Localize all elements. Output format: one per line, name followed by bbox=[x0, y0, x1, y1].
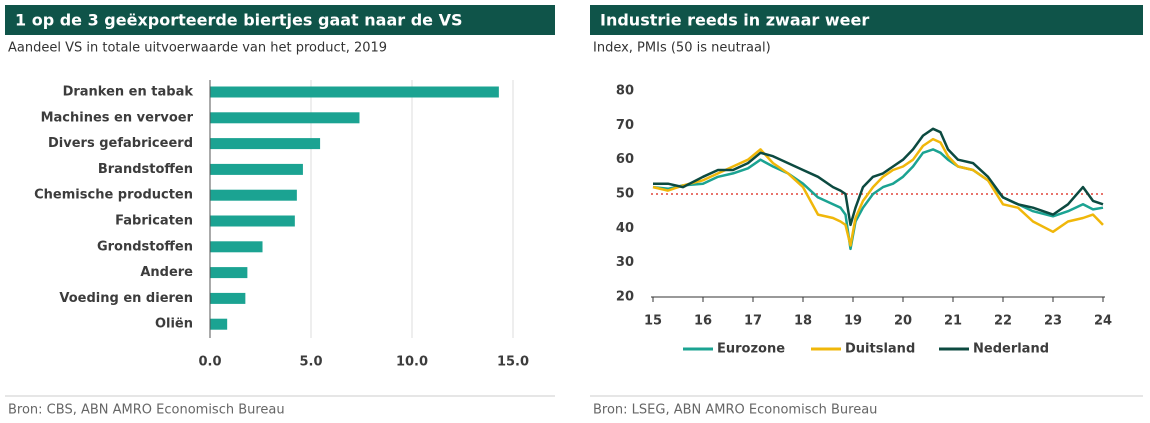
x-tick-label: 21 bbox=[944, 314, 962, 329]
y-tick-label: 60 bbox=[616, 152, 634, 167]
series-line bbox=[652, 148, 1104, 251]
x-tick-label: 5.0 bbox=[299, 355, 322, 370]
title-bar bbox=[590, 5, 1143, 35]
bar bbox=[210, 138, 321, 150]
category-label: Fabricaten bbox=[115, 214, 193, 229]
x-tick-label: 24 bbox=[1094, 314, 1112, 329]
y-tick-label: 40 bbox=[616, 221, 634, 236]
chart-subtitle: Index, PMIs (50 is neutraal) bbox=[593, 41, 771, 56]
bar bbox=[210, 241, 263, 253]
series-line bbox=[652, 137, 1104, 247]
chart-title: Industrie reeds in zwaar weer bbox=[600, 11, 869, 30]
category-label: Grondstoffen bbox=[97, 239, 193, 254]
bar bbox=[210, 112, 360, 124]
legend-label: Nederland bbox=[973, 342, 1049, 357]
y-tick-label: 30 bbox=[616, 255, 634, 270]
x-tick-label: 15 bbox=[644, 314, 662, 329]
source: Bron: CBS, ABN AMRO Economisch Bureau bbox=[8, 403, 285, 418]
bar bbox=[210, 318, 228, 330]
title-bar bbox=[5, 5, 555, 35]
y-tick-label: 50 bbox=[616, 187, 634, 202]
x-tick-label: 16 bbox=[694, 314, 712, 329]
x-tick-label: 20 bbox=[894, 314, 912, 329]
bar bbox=[210, 267, 248, 279]
chart-subtitle: Aandeel VS in totale uitvoerwaarde van h… bbox=[8, 41, 387, 56]
category-label: Dranken en tabak bbox=[63, 85, 194, 100]
series-line bbox=[653, 127, 1104, 227]
x-tick-label: 17 bbox=[744, 314, 762, 329]
y-tick-label: 20 bbox=[616, 290, 634, 305]
category-label: Brandstoffen bbox=[98, 162, 193, 177]
category-label: Divers gefabriceerd bbox=[48, 136, 193, 151]
x-tick-label: 18 bbox=[794, 314, 812, 329]
x-tick-label: 0.0 bbox=[198, 355, 221, 370]
category-label: Chemische producten bbox=[34, 188, 193, 203]
bar bbox=[210, 189, 297, 201]
x-tick-label: 15.0 bbox=[497, 355, 529, 370]
y-tick-label: 70 bbox=[616, 118, 634, 133]
bar bbox=[210, 86, 499, 98]
x-tick-label: 19 bbox=[844, 314, 862, 329]
x-tick-label: 22 bbox=[994, 314, 1012, 329]
bar bbox=[210, 292, 246, 304]
source: Bron: LSEG, ABN AMRO Economisch Bureau bbox=[593, 403, 877, 418]
legend-label: Eurozone bbox=[717, 342, 785, 357]
category-label: Andere bbox=[140, 265, 193, 280]
x-tick-label: 10.0 bbox=[396, 355, 428, 370]
legend-label: Duitsland bbox=[845, 342, 915, 357]
bar bbox=[210, 163, 303, 175]
chart-title: 1 op de 3 geëxporteerde biertjes gaat na… bbox=[15, 11, 462, 30]
category-label: Voeding en dieren bbox=[59, 291, 193, 306]
bar bbox=[210, 215, 295, 227]
category-label: Machines en vervoer bbox=[41, 110, 194, 125]
x-tick-label: 23 bbox=[1044, 314, 1062, 329]
category-label: Oliën bbox=[155, 317, 193, 332]
y-tick-label: 80 bbox=[616, 84, 634, 99]
